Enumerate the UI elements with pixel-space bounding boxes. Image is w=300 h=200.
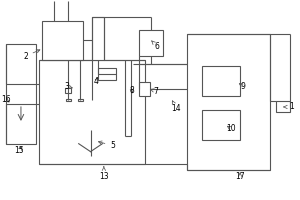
Text: 3: 3 (64, 82, 72, 91)
FancyBboxPatch shape (202, 66, 240, 96)
FancyBboxPatch shape (187, 34, 270, 170)
FancyBboxPatch shape (42, 21, 83, 60)
Text: 17: 17 (235, 172, 245, 181)
FancyBboxPatch shape (92, 17, 104, 60)
Text: 6: 6 (152, 41, 160, 51)
FancyBboxPatch shape (140, 30, 163, 56)
FancyBboxPatch shape (65, 88, 71, 93)
FancyBboxPatch shape (98, 68, 116, 80)
Text: 1: 1 (284, 102, 294, 111)
FancyBboxPatch shape (6, 44, 36, 144)
FancyBboxPatch shape (66, 99, 71, 101)
Text: 4: 4 (94, 77, 99, 86)
Text: 16: 16 (1, 95, 11, 104)
FancyBboxPatch shape (140, 82, 150, 96)
FancyBboxPatch shape (276, 101, 290, 112)
Text: 2: 2 (23, 50, 40, 61)
Text: 7: 7 (150, 87, 158, 96)
Text: 8: 8 (130, 86, 134, 95)
FancyBboxPatch shape (39, 60, 145, 164)
Text: 10: 10 (226, 124, 236, 133)
Text: 14: 14 (172, 101, 181, 113)
Text: 9: 9 (239, 82, 245, 91)
FancyBboxPatch shape (202, 110, 240, 140)
Text: 5: 5 (98, 141, 115, 150)
Text: 13: 13 (99, 166, 109, 181)
FancyBboxPatch shape (78, 99, 82, 101)
Text: 15: 15 (15, 146, 24, 155)
